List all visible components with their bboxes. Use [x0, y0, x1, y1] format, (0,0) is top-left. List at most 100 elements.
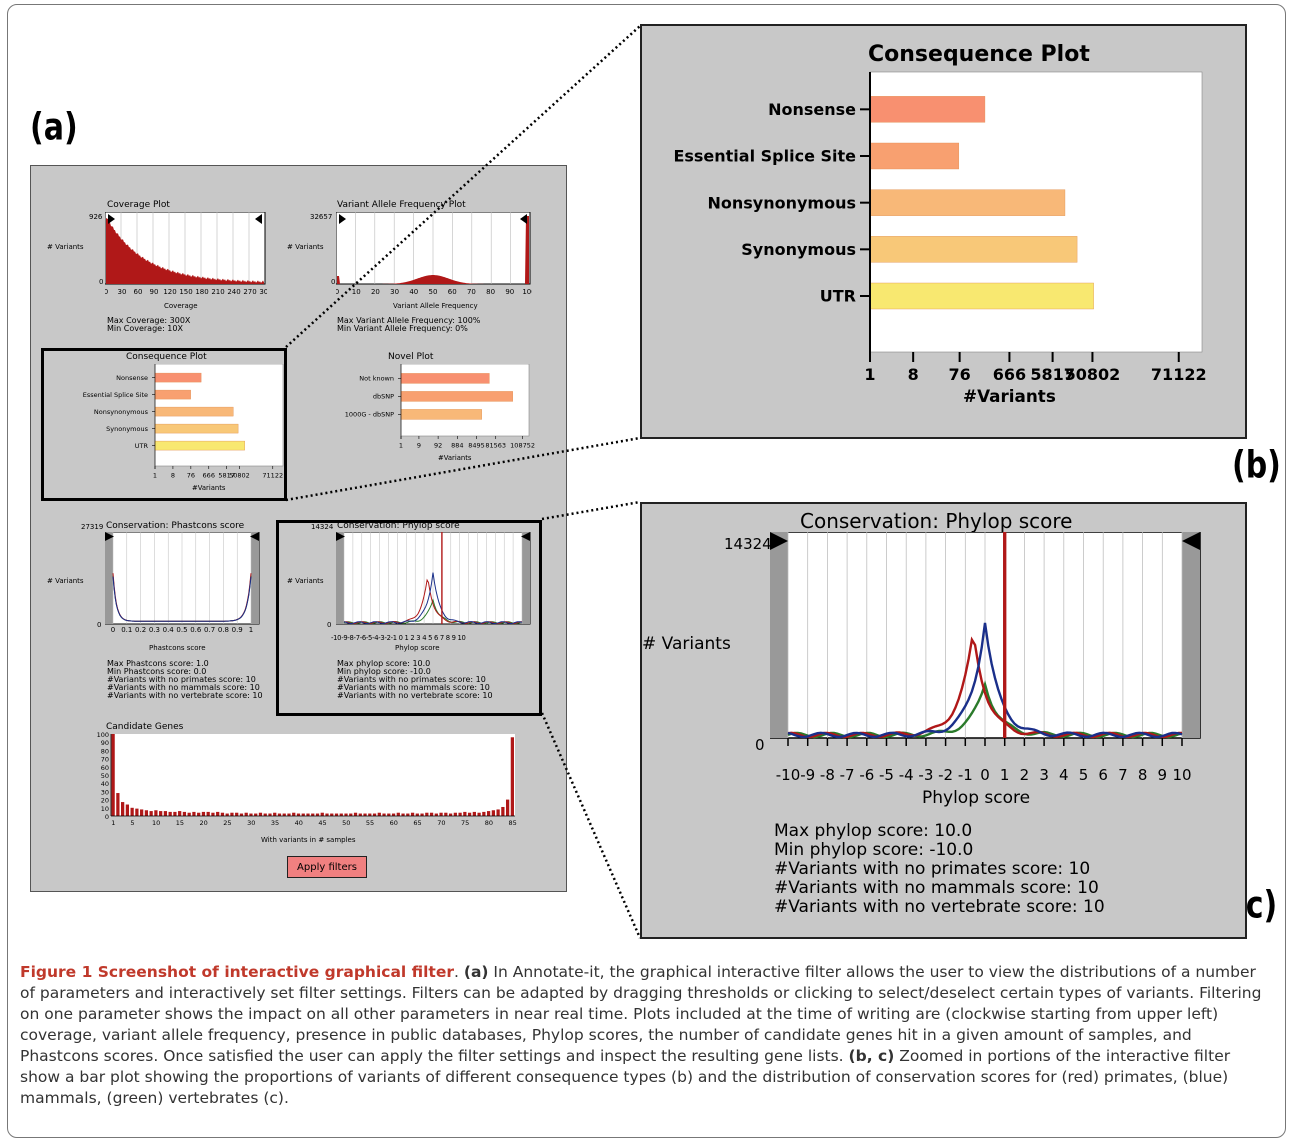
candidate-bar [201, 811, 206, 816]
candidate-bar [144, 810, 149, 816]
candidate-bar [372, 813, 377, 816]
coverage-ymin: 0 [99, 278, 104, 286]
consequence-small-xtick-label: 1 [153, 472, 157, 480]
candidate-ytick: 20 [101, 797, 109, 805]
phylop-highlight-box [276, 520, 542, 716]
candidate-xtick: 45 [318, 819, 326, 827]
phylop-zoomed-xtick-label: 0 [980, 766, 990, 784]
candidate-bar [111, 734, 115, 816]
consequence-zoomed-bar [869, 236, 1078, 263]
novel-category-label: dbSNP [373, 393, 394, 401]
candidate-xtick: 55 [366, 819, 374, 827]
phylop-zoom-stat-1: Min phylop score: -10.0 [774, 840, 974, 860]
consequence-zoom-panel: Consequence Plot Nonsense Essential Splic… [640, 24, 1247, 439]
candidate-bar [320, 812, 324, 816]
phastcons-stat-3: #Variants with no mammals score: 10 [107, 683, 260, 692]
consequence-zoomed-xlabel: #Variants [963, 386, 1056, 406]
candidate-bar [425, 812, 429, 816]
consequence-zoomed-xtick-label: 666 [993, 365, 1026, 384]
candidate-xtick: 10 [152, 819, 160, 827]
candidate-bar [239, 813, 244, 816]
vaf-xtick: 0 [336, 288, 339, 296]
candidate-bar [330, 813, 334, 816]
phylop-zoomed-xtick-label: -1 [958, 766, 973, 784]
candidate-bar [353, 812, 358, 816]
candidate-bar [391, 813, 396, 816]
coverage-xtick: 300 [259, 288, 267, 296]
vaf-min-handle[interactable] [339, 214, 346, 224]
candidate-bar [472, 811, 476, 816]
candidate-bar [463, 811, 467, 816]
consequence-plot-small[interactable]: Nonsense Essential Splice Site Nonsynonymo… [37, 364, 285, 494]
phylop-zoom-stat-0: Max phylop score: 10.0 [774, 821, 973, 841]
candidate-bar [154, 810, 158, 816]
candidate-bar [429, 812, 434, 816]
consequence-plot-zoomed[interactable]: Nonsense Essential Splice Site Nonsynonymo… [642, 66, 1242, 426]
figure-frame [7, 4, 1286, 1138]
candidate-bar [211, 812, 215, 816]
vaf-min-stat: Min Variant Allele Frequency: 0% [337, 324, 468, 333]
phastcons-stat-0: Max Phastcons score: 1.0 [107, 659, 209, 668]
coverage-max-handle[interactable] [255, 214, 262, 224]
consequence-highlight-box [41, 348, 287, 501]
candidate-ytick: 100 [97, 732, 109, 739]
vaf-xtick: 70 [467, 288, 476, 296]
coverage-xtick: 0 [105, 288, 108, 296]
phylop-zoomed-xtick-label: 1 [1000, 766, 1010, 784]
candidate-bar [244, 812, 248, 816]
phastcons-plot[interactable]: 0 0.1 0.2 0.3 0.4 0.5 0.6 0.7 0.8 0.9 1 [105, 532, 267, 632]
candidate-bar [467, 812, 472, 816]
candidate-xtick: 15 [176, 819, 184, 827]
phylop-zoomed-xtick-label: 7 [1118, 766, 1128, 784]
phylop-zoomed-left-excluded [770, 532, 788, 738]
candidate-bar [434, 813, 438, 816]
candidate-bar [178, 811, 182, 816]
vaf-xtick: 30 [390, 288, 399, 296]
phylop-zoomed-max-handle [1182, 532, 1200, 550]
novel-plot[interactable]: Not known dbSNP 1000G - dbSNP 1 9 92 884 8495 81… [301, 364, 537, 464]
candidate-bar [339, 813, 343, 816]
candidate-ytick: 70 [101, 756, 109, 764]
candidate-bar [206, 811, 210, 816]
consequence-small-category-label: Synonymous [106, 425, 148, 433]
candidate-genes-title: Candidate Genes [106, 722, 184, 732]
consequence-small-xlabel: #Variants [192, 484, 226, 492]
coverage-min-handle[interactable] [108, 214, 115, 224]
phylop-zoomed-xtick-label: 8 [1138, 766, 1148, 784]
phylop-small-stat-0: Max phylop score: 10.0 [337, 659, 431, 668]
candidate-bar [182, 811, 187, 816]
consequence-zoomed-xtick-label: 71122 [1151, 365, 1207, 384]
caption-bc-text: Zoomed in portions of the interactive fi… [20, 1047, 1231, 1107]
candidate-bar [510, 737, 514, 816]
vaf-max-handle[interactable] [520, 214, 527, 224]
vaf-ymin: 0 [331, 278, 336, 286]
phylop-zoomed-xtick-label: -6 [859, 766, 874, 784]
consequence-zoomed-xtick-label: 76 [949, 365, 971, 384]
phastcons-xtick: 0.1 [121, 626, 132, 632]
apply-filters-button[interactable]: Apply filters [287, 856, 367, 878]
phylop-zoomed-xtick-label: -8 [820, 766, 835, 784]
phylop-zoomed-xtick-label: 3 [1039, 766, 1049, 784]
phylop-plot-small[interactable] [336, 532, 532, 632]
phylop-plot-zoomed[interactable]: -10 -9 -8 -7 -6 -5 -4 -3 -2 -1 0 1 2 3 4 5 6 7 8 9 10 [770, 532, 1210, 802]
candidate-bar [130, 807, 134, 816]
vaf-ylabel: # Variants [287, 243, 324, 251]
consequence-zoomed-xtick-label: 50802 [1065, 365, 1121, 384]
candidate-bar [197, 812, 201, 816]
candidate-ytick: 90 [101, 739, 109, 747]
phylop-small-stat-1: Min phylop score: -10.0 [337, 667, 431, 676]
phylop-small-ymax: 14324 [311, 523, 334, 531]
candidate-bar [496, 809, 500, 816]
phylop-zoom-title: Conservation: Phylop score [800, 509, 1073, 533]
consequence-zoomed-category-label: Nonsynonymous [707, 193, 856, 212]
coverage-plot[interactable]: 0 30 60 90 120150180210240270300 [105, 212, 267, 296]
candidate-bar [277, 813, 282, 816]
candidate-bar [268, 813, 272, 816]
candidate-plot-area [111, 734, 515, 816]
phylop-zoomed-conserved-primates-line [787, 636, 1183, 739]
phastcons-xlabel: Phastcons score [149, 644, 206, 652]
coverage-xtick: 30 [118, 288, 127, 296]
candidate-bar [258, 812, 263, 816]
phastcons-stat-4: #Variants with no vertebrate score: 10 [107, 691, 263, 700]
